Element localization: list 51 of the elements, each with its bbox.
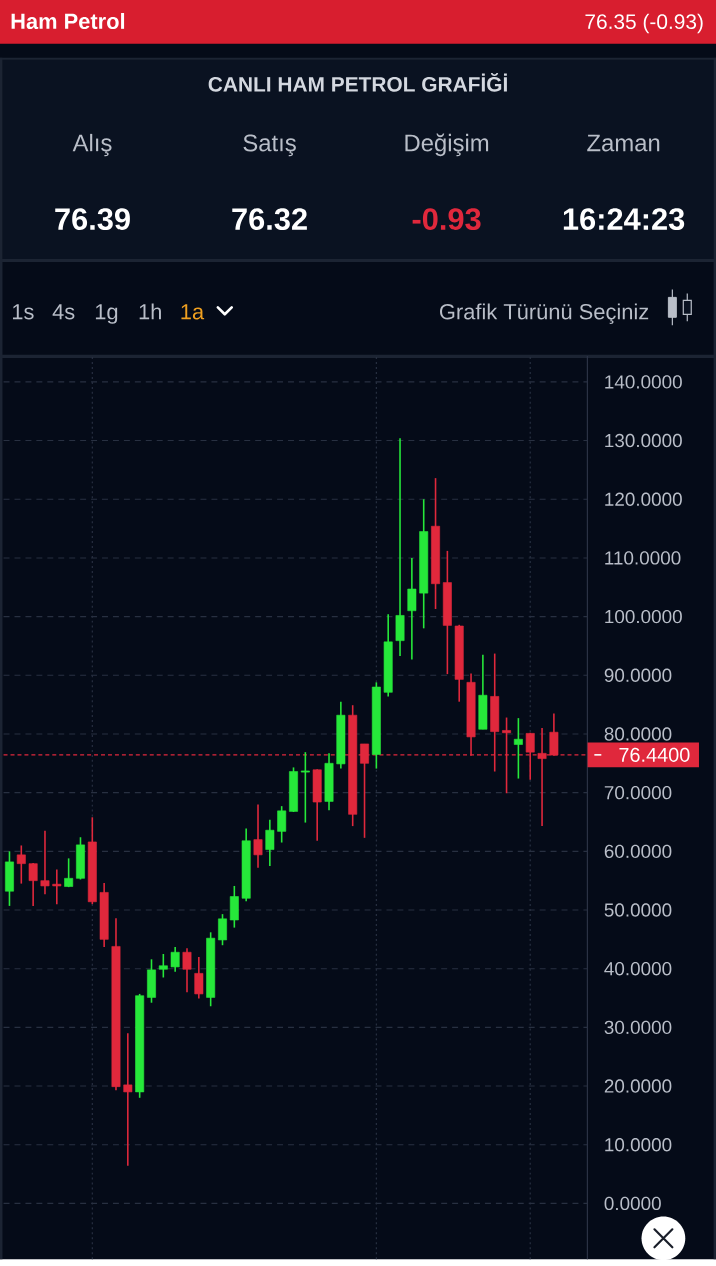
y-tick-label: 70.0000 xyxy=(604,785,672,800)
text: Alış xyxy=(72,133,112,157)
y-tick-label: 0.0000 xyxy=(604,1196,661,1211)
text: 1h xyxy=(139,303,161,320)
text: 76.35 (-0.93) xyxy=(585,13,703,34)
text: -0.93 xyxy=(412,208,481,231)
text: 1a xyxy=(181,304,205,320)
y-tick-label: 40.0000 xyxy=(604,962,672,976)
y-tick-label: 60.0000 xyxy=(604,844,672,859)
candlestick xyxy=(407,557,417,661)
candlestick xyxy=(277,805,287,844)
y-tick-label: 50.0000 xyxy=(604,903,672,917)
y-tick-label: 20.0000 xyxy=(604,1079,672,1093)
y-tick-label: 130.0000 xyxy=(605,433,682,448)
text: 76.32 xyxy=(232,208,307,231)
y-tick-label: 10.0000 xyxy=(605,1138,672,1152)
candlestick xyxy=(265,818,275,867)
y-tick-label: 140.0000 xyxy=(605,375,682,389)
candlestick xyxy=(513,717,523,780)
y-tick-label: 90.0000 xyxy=(604,668,672,682)
candlestick xyxy=(52,868,62,905)
candlestick xyxy=(64,857,74,888)
text: 4s xyxy=(52,304,75,320)
candlestick xyxy=(194,956,204,1000)
candlestick xyxy=(40,829,50,895)
text: Ham Petrol xyxy=(11,12,125,30)
candlestick xyxy=(158,953,168,979)
candlestick xyxy=(229,885,239,929)
ref-line-label: 76.4400 xyxy=(619,747,690,762)
text: Zaman xyxy=(587,134,660,152)
candlestick xyxy=(218,913,227,947)
candlestick xyxy=(253,803,263,869)
text: 16:24:23 xyxy=(563,208,685,231)
chart-title: CANLI HAM PETROL GRAFİĞİ xyxy=(208,73,507,92)
text: Grafik Türünü Seçiniz xyxy=(439,303,649,324)
text: 1s xyxy=(12,304,34,320)
y-tick-label: 110.0000 xyxy=(605,551,681,565)
candlestick xyxy=(28,862,38,907)
y-tick-label: 30.0000 xyxy=(604,1020,672,1035)
text: Satış xyxy=(243,134,296,157)
candlestick xyxy=(182,947,192,993)
text: 76.39 xyxy=(55,208,130,231)
candlestick xyxy=(300,751,310,824)
text: 1g xyxy=(95,304,118,324)
text: Değişim xyxy=(405,133,489,157)
y-tick-label: 80.0000 xyxy=(604,727,672,741)
candlestick xyxy=(170,946,180,973)
candlestick xyxy=(123,1032,133,1167)
y-tick-label: 100.0000 xyxy=(605,609,682,624)
candlestick xyxy=(16,844,26,885)
y-tick-label: 120.0000 xyxy=(605,492,682,506)
